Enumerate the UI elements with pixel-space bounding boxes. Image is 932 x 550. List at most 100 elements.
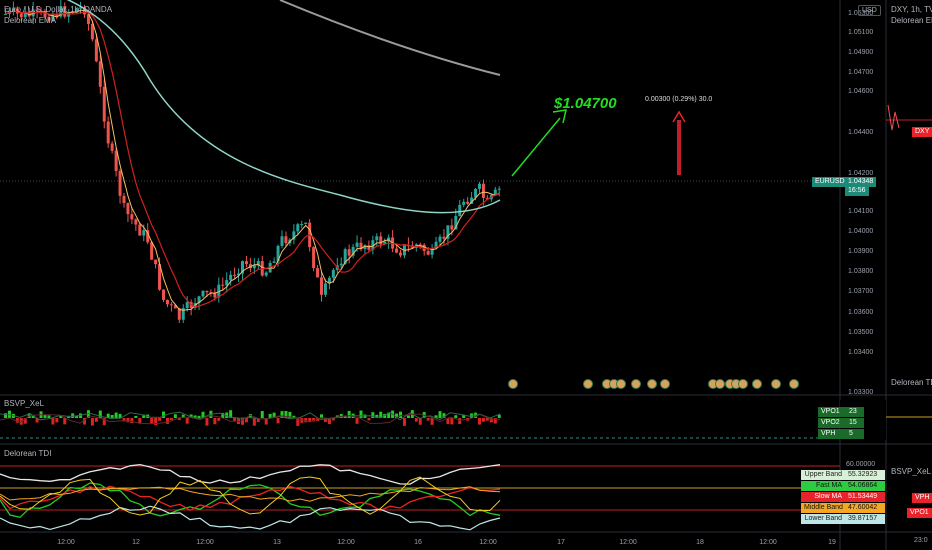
tdi-title[interactable]: Delorean TDI	[4, 449, 52, 458]
time-axis-label: 12	[132, 539, 140, 546]
bsvp-bar	[331, 418, 335, 421]
price-axis-label: 1.04400	[848, 129, 873, 136]
tdi-band-row: Middle Band 47.60042	[801, 503, 885, 513]
bsvp-bar	[268, 413, 272, 418]
candle-body	[304, 222, 308, 225]
main-pane-bg	[0, 0, 840, 395]
candle-body	[248, 264, 252, 269]
slow-ema-line	[5, 10, 500, 308]
green-arrow-head	[552, 109, 567, 124]
candle-body	[181, 308, 185, 320]
price-axis-label: 1.03300	[848, 389, 873, 396]
bsvp-bar	[233, 418, 237, 422]
bsvp-bar	[418, 418, 422, 425]
time-axis-label: 12:00	[196, 539, 214, 546]
vpo1-value: 23	[846, 407, 864, 417]
countdown-tag: 16:56	[845, 186, 869, 196]
candle-body	[102, 86, 106, 122]
tdi-band-row: Fast MA 54.06864	[801, 481, 885, 491]
candle-body	[383, 241, 387, 245]
candle-body	[118, 171, 122, 196]
side-bsvp-title[interactable]: BSVP_XeL	[891, 467, 932, 476]
candle-body	[430, 248, 434, 255]
candle-body	[312, 247, 316, 269]
measure-label: 0.00300 (0.29%) 30.0	[645, 96, 713, 103]
candle-body	[379, 236, 383, 245]
bsvp-bar	[15, 418, 19, 423]
bsvp-line	[0, 411, 501, 421]
candle-body	[63, 6, 67, 17]
vph-label: VPH	[818, 429, 846, 439]
bsvp-bar	[462, 414, 466, 418]
candle-body	[51, 13, 55, 21]
candle-body	[213, 292, 217, 298]
candle-body	[27, 11, 31, 17]
candle-body	[79, 7, 83, 9]
slow-ma-value: 51.53449	[845, 492, 885, 502]
candle-body	[462, 201, 466, 205]
candle-body	[399, 252, 402, 256]
bsvp-bar	[284, 410, 288, 418]
candle-body	[320, 277, 323, 295]
bsvp-title[interactable]: BSVP_XeL	[4, 399, 45, 408]
tdi-band-row: Lower Band 39.87157	[801, 514, 885, 524]
candle-body	[355, 242, 359, 247]
bsvp-bar	[446, 418, 450, 425]
candle-body	[434, 241, 438, 249]
indicator-name[interactable]: Delorean EMA	[4, 16, 57, 25]
bsvp-bar	[481, 418, 485, 422]
middle-band-label: Middle Band	[801, 503, 845, 513]
bsvp-bar	[221, 412, 225, 418]
bsvp-bar	[165, 418, 169, 424]
dxy-indicator[interactable]: Delorean EMA	[891, 16, 932, 25]
bsvp-bar	[367, 418, 371, 421]
vph-value: 5	[846, 429, 864, 439]
candle-body	[395, 248, 399, 253]
bsvp-bar	[489, 418, 493, 423]
candle-body	[252, 265, 256, 269]
candle-body	[470, 197, 474, 204]
candle-body	[276, 245, 280, 262]
tdi-top-axis: 60.00000	[846, 461, 876, 468]
bsvp-histogram	[0, 410, 501, 426]
bsvp-bar	[75, 415, 79, 418]
candle-body	[474, 188, 478, 198]
bsvp-bar	[130, 418, 134, 424]
candle-body	[177, 308, 181, 320]
bsvp-bar	[292, 415, 296, 418]
bsvp-bar	[493, 418, 497, 424]
bsvp-bar	[399, 411, 402, 418]
lower-band-value: 39.87157	[845, 514, 885, 524]
bsvp-bar	[134, 415, 138, 418]
bsvp-bar	[438, 411, 442, 418]
event-icon	[771, 379, 781, 389]
bsvp-bar	[142, 414, 146, 418]
time-axis-label: 19	[828, 539, 836, 546]
side-tdi-title[interactable]: Delorean TDI	[891, 378, 932, 387]
dxy-title[interactable]: DXY, 1h, TVC	[891, 5, 932, 14]
measure-arrow-head	[672, 110, 686, 123]
candle-body	[426, 250, 430, 255]
fast-ma-label: Fast MA	[801, 481, 845, 491]
last-price-tag: 1.04348	[845, 177, 877, 187]
bsvp-bar	[201, 411, 205, 418]
bsvp-bar	[177, 418, 181, 421]
bsvp-bar	[181, 414, 185, 418]
bsvp-bar	[323, 418, 327, 423]
bsvp-bar	[442, 413, 446, 418]
bsvp-bar	[260, 411, 264, 418]
candle-body	[485, 197, 489, 200]
bsvp-bar	[312, 418, 316, 422]
tdi-fast-ma	[0, 482, 501, 519]
currency-button[interactable]: USD	[858, 5, 881, 16]
bsvp-bar	[71, 413, 75, 418]
candle-body	[55, 13, 59, 17]
event-icon	[660, 379, 670, 389]
symbol-title[interactable]: Euro / U.S. Dollar, 1h, OANDA	[4, 5, 113, 14]
candle-body	[233, 274, 237, 276]
candle-body	[173, 305, 177, 309]
price-axis-label: 1.04200	[848, 170, 873, 177]
bsvp-bar	[430, 418, 434, 425]
